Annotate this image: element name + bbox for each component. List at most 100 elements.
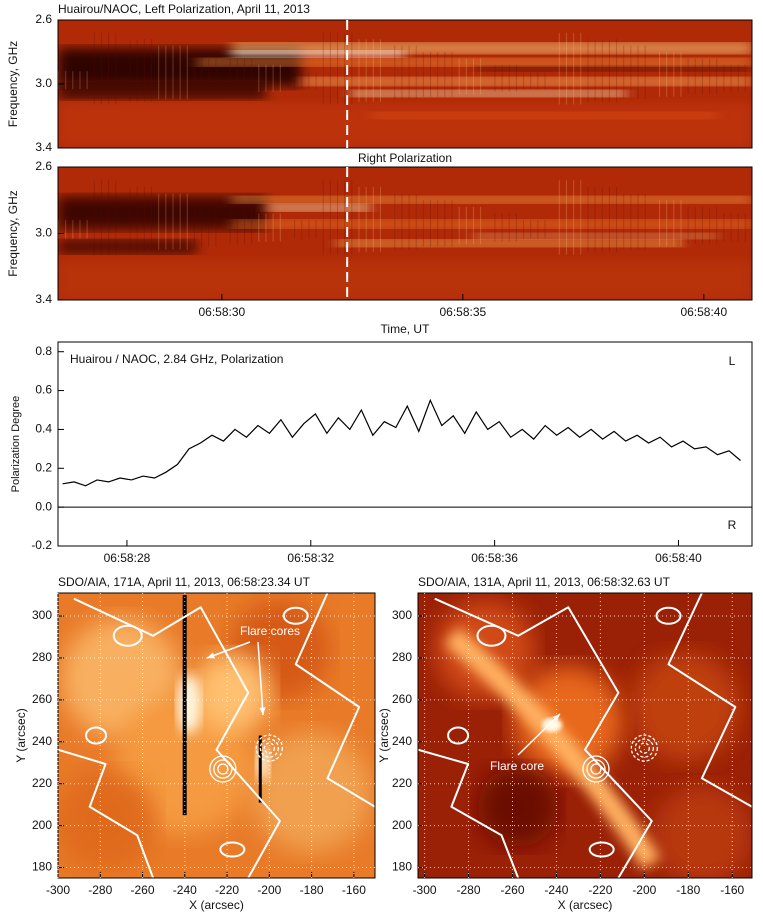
spectrum-texture — [79, 220, 81, 239]
spectrum-texture — [351, 180, 353, 255]
spectrum-texture — [444, 200, 446, 247]
spectrum-texture — [337, 180, 339, 255]
flare-loop — [444, 627, 662, 870]
spectrum-texture — [494, 64, 496, 92]
spectrum-texture — [430, 52, 432, 97]
spectrum-texture — [143, 39, 145, 102]
spectrum-texture — [709, 58, 711, 95]
spectrum-texture — [594, 39, 596, 102]
spectrum-streak — [300, 77, 752, 86]
spectrum-texture — [494, 213, 496, 242]
y-tick-label: 2.6 — [35, 159, 52, 173]
spectrum-texture — [451, 52, 453, 97]
spectrum-texture — [587, 186, 589, 253]
spectrum-streak — [58, 84, 267, 100]
plot-frame — [417, 592, 753, 879]
spectrum-texture — [544, 220, 546, 239]
spectrum-streak — [349, 90, 628, 97]
x-tick-label: -300 — [413, 883, 437, 897]
spectrum-texture — [637, 45, 639, 100]
spectrum-texture — [208, 52, 210, 97]
y-axis-label: Frequency, GHz — [6, 190, 20, 276]
euv-glow — [251, 732, 372, 853]
spectrum-streak — [58, 240, 197, 254]
positive-contour — [213, 759, 233, 779]
annotation: R — [728, 518, 737, 532]
spectrum-texture — [537, 220, 539, 239]
magnetic-contour — [434, 597, 653, 878]
y-axis-label: Frequency, GHz — [6, 41, 20, 127]
spectrum-texture — [193, 52, 195, 97]
x-tick-label: -220 — [588, 883, 612, 897]
panel — [58, 20, 752, 148]
negative-contour — [634, 738, 654, 758]
positive-contour — [582, 755, 610, 783]
chart-title: Right Polarization — [358, 151, 452, 165]
spectrum-texture — [165, 45, 167, 100]
spectrum-texture — [172, 193, 174, 250]
y-tick-label: 220 — [392, 776, 412, 790]
y-tick-label: -0.2 — [31, 538, 52, 552]
polarization-line — [62, 398, 741, 487]
spectrum-streak — [196, 58, 752, 67]
spectrum-texture — [108, 32, 110, 105]
chart-title: SDO/AIA, 131A, April 11, 2013, 06:58:32.… — [418, 575, 671, 589]
spectrum-texture — [322, 32, 324, 105]
x-tick-label: 06:58:28 — [104, 551, 151, 565]
x-tick-label: -180 — [676, 883, 700, 897]
spectrum-texture — [129, 186, 131, 253]
spectrum-texture — [608, 186, 610, 253]
spectrum-texture — [294, 220, 296, 239]
spectrum-texture — [644, 45, 646, 100]
spectrum-texture — [236, 206, 238, 245]
annotation: L — [729, 354, 736, 368]
magnetic-contour — [85, 726, 108, 745]
x-tick-label: -180 — [300, 883, 324, 897]
spectrum-texture — [394, 193, 396, 250]
magnetic-contour — [73, 597, 281, 878]
spectrum-texture — [229, 58, 231, 95]
x-tick-label: 06:58:40 — [680, 305, 727, 319]
spectrum-texture — [201, 200, 203, 247]
spectrum-texture — [358, 186, 360, 253]
spectrum-texture — [158, 193, 160, 250]
spectrum-texture — [372, 186, 374, 253]
x-tick-label: -260 — [131, 883, 155, 897]
spectrum-texture — [344, 32, 346, 105]
spectrum-texture — [565, 180, 567, 255]
spectrum-texture — [329, 180, 331, 255]
magnetic-contour — [282, 606, 309, 625]
spectrum-texture — [322, 180, 324, 255]
plot-frame — [57, 341, 753, 547]
spectrum-texture — [565, 32, 567, 105]
spectrum-texture — [580, 180, 582, 255]
spectrum-texture — [530, 71, 532, 90]
spectrum-texture — [716, 206, 718, 245]
spectrum-texture — [351, 32, 353, 105]
spectrum-texture — [716, 58, 718, 95]
euv-glow — [651, 785, 752, 878]
spectrum-texture — [379, 186, 381, 253]
spectrum-texture — [315, 220, 317, 239]
negative-contour — [259, 738, 279, 758]
y-tick-label: 220 — [32, 776, 52, 790]
spectrum-texture — [129, 39, 131, 102]
spectrum-texture — [86, 220, 88, 239]
y-tick-label: 260 — [32, 692, 52, 706]
spectrum-texture — [100, 32, 102, 105]
spectrum-texture — [72, 220, 74, 239]
spectrum-texture — [422, 200, 424, 247]
spectrum-texture — [680, 52, 682, 97]
positive-contour — [209, 755, 237, 783]
x-tick-label: -280 — [457, 883, 481, 897]
x-tick-label: 06:58:40 — [655, 551, 702, 565]
chart-title: Huairou/NAOC, Left Polarization, April 1… — [58, 2, 310, 16]
y-tick-label: 3.0 — [35, 226, 52, 240]
spectrum-texture — [151, 39, 153, 102]
spectrum-texture — [544, 71, 546, 90]
spectrum-texture — [136, 186, 138, 253]
euv-glow — [513, 666, 624, 777]
spectrum-texture — [680, 200, 682, 247]
spectrum-texture — [408, 193, 410, 250]
